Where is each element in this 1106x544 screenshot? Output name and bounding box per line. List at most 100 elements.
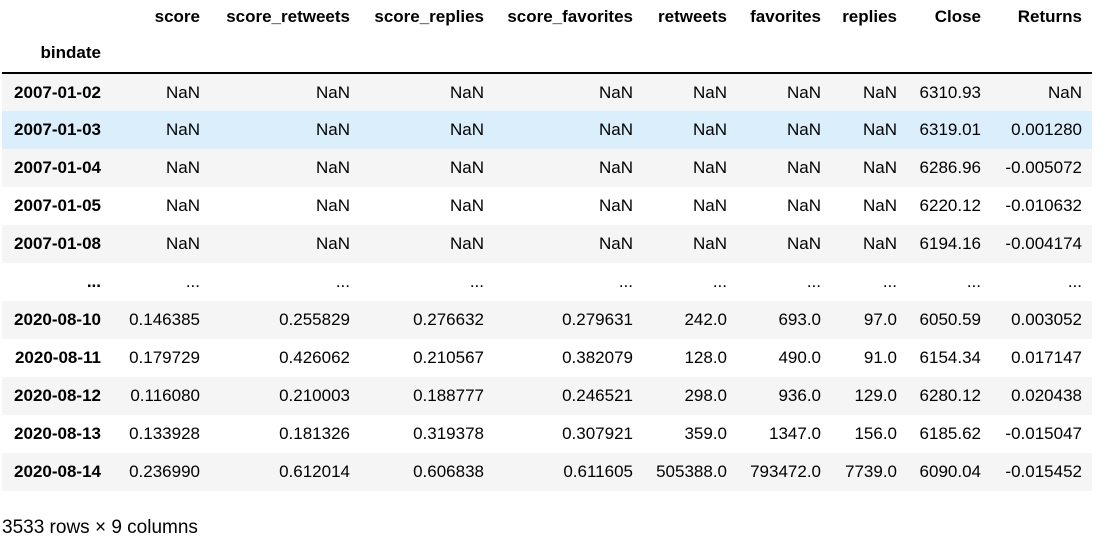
table-cell: 793472.0 xyxy=(750,462,821,481)
column-header: score xyxy=(154,7,200,26)
table-header: score score_retweets score_replies score_fa… xyxy=(2,0,1092,73)
table-cell: NaN xyxy=(315,196,350,215)
table-cell: ... xyxy=(882,272,897,291)
table-row: 2007-01-02 NaN NaN NaN NaN NaN NaN NaN 6310.93 Na… xyxy=(2,73,1092,111)
table-cell: NaN xyxy=(692,158,727,177)
table-cell: NaN xyxy=(449,120,484,139)
table-cell: 0.001280 xyxy=(1011,120,1082,139)
column-header: Close xyxy=(934,7,981,26)
table-cell: 6310.93 xyxy=(919,82,981,102)
table-cell: 505388.0 xyxy=(656,462,727,481)
table-cell: 0.606838 xyxy=(413,462,484,481)
row-index-label: 2020-08-13 xyxy=(14,424,101,443)
table-cell: NaN xyxy=(786,234,821,253)
table-cell: 0.276632 xyxy=(413,310,484,329)
table-cell: 0.426062 xyxy=(279,348,350,367)
table-cell: 6194.16 xyxy=(919,234,981,253)
table-cell: NaN xyxy=(165,158,200,177)
table-cell: 0.279631 xyxy=(562,310,633,329)
table-row: 2007-01-08 NaN NaN NaN NaN NaN NaN NaN 6194.16 -0… xyxy=(2,225,1092,263)
table-cell: 0.255829 xyxy=(279,310,350,329)
row-index-label: ... xyxy=(86,272,101,291)
table-row: 2020-08-10 0.146385 0.255829 0.276632 0.2796… xyxy=(2,301,1092,339)
table-cell: 97.0 xyxy=(863,310,897,329)
table-row: 2007-01-03 NaN NaN NaN NaN NaN NaN NaN 6319.01 0.… xyxy=(2,111,1092,149)
table-cell: ... xyxy=(966,272,981,291)
row-index-label: 2007-01-08 xyxy=(14,234,101,253)
table-cell: 6286.96 xyxy=(919,158,981,177)
table-cell: NaN xyxy=(692,234,727,253)
dataframe-shape-footer: 3533 rows × 9 columns xyxy=(2,517,198,538)
table-cell: ... xyxy=(185,272,200,291)
table-cell: 242.0 xyxy=(684,310,727,329)
table-cell: -0.015047 xyxy=(1005,424,1082,443)
column-header: Returns xyxy=(1017,7,1082,26)
row-index-label: 2020-08-12 xyxy=(14,386,101,405)
table-cell: 0.133928 xyxy=(129,424,200,443)
table-cell: NaN xyxy=(449,234,484,253)
dataframe-table: score score_retweets score_replies score_fa… xyxy=(2,0,1092,491)
table-cell: 7739.0 xyxy=(845,462,897,481)
table-cell: 156.0 xyxy=(854,424,897,443)
table-cell: NaN xyxy=(449,158,484,177)
table-cell: NaN xyxy=(165,234,200,253)
table-row: 2020-08-13 0.133928 0.181326 0.319378 0.3079… xyxy=(2,415,1092,453)
table-row: .............................. xyxy=(2,263,1092,301)
table-cell: 0.020438 xyxy=(1011,386,1082,405)
table-cell: 0.246521 xyxy=(562,386,633,405)
table-cell: 6090.04 xyxy=(919,462,981,481)
table-row: 2007-01-05 NaN NaN NaN NaN NaN NaN NaN 6220.12 -0… xyxy=(2,187,1092,225)
column-header: score_favorites xyxy=(507,7,633,26)
table-cell: NaN xyxy=(315,158,350,177)
table-cell: 129.0 xyxy=(854,386,897,405)
table-cell: NaN xyxy=(598,158,633,177)
row-index-label: 2007-01-05 xyxy=(14,196,101,215)
table-cell: -0.004174 xyxy=(1005,234,1082,253)
table-cell: 0.181326 xyxy=(279,424,350,443)
table-cell: NaN xyxy=(786,196,821,215)
table-cell: NaN xyxy=(862,234,897,253)
table-cell: 6154.34 xyxy=(919,348,981,367)
table-cell: NaN xyxy=(786,158,821,177)
table-cell: 0.003052 xyxy=(1011,310,1082,329)
table-cell: NaN xyxy=(862,120,897,139)
table-cell: 0.612014 xyxy=(279,462,350,481)
table-cell: NaN xyxy=(165,196,200,215)
table-cell: NaN xyxy=(449,82,484,102)
table-cell: NaN xyxy=(598,82,633,102)
table-cell: NaN xyxy=(315,234,350,253)
table-cell: NaN xyxy=(598,196,633,215)
row-index-label: 2020-08-11 xyxy=(14,348,101,367)
table-cell: 6220.12 xyxy=(919,196,981,215)
table-cell: 0.210567 xyxy=(413,348,484,367)
table-cell: 0.146385 xyxy=(129,310,200,329)
table-cell: ... xyxy=(469,272,484,291)
table-body: 2007-01-02 NaN NaN NaN NaN NaN NaN NaN 6310.93 Na… xyxy=(2,73,1092,491)
table-cell: 0.382079 xyxy=(562,348,633,367)
table-cell: 91.0 xyxy=(863,348,897,367)
table-cell: 0.179729 xyxy=(129,348,200,367)
table-cell: 693.0 xyxy=(778,310,821,329)
table-cell: NaN xyxy=(598,234,633,253)
table-cell: NaN xyxy=(1047,82,1082,102)
table-cell: NaN xyxy=(449,196,484,215)
table-cell: NaN xyxy=(692,120,727,139)
table-cell: 0.210003 xyxy=(279,386,350,405)
table-cell: 298.0 xyxy=(684,386,727,405)
table-cell: NaN xyxy=(692,82,727,102)
table-cell: 0.188777 xyxy=(413,386,484,405)
column-header: favorites xyxy=(750,7,821,26)
table-cell: NaN xyxy=(862,82,897,102)
table-cell: ... xyxy=(1067,272,1082,291)
table-cell: 936.0 xyxy=(778,386,821,405)
table-cell: NaN xyxy=(315,120,350,139)
table-cell: NaN xyxy=(165,120,200,139)
table-cell: 1347.0 xyxy=(769,424,821,443)
table-row: 2007-01-04 NaN NaN NaN NaN NaN NaN NaN 6286.96 -0… xyxy=(2,149,1092,187)
table-row: 2020-08-14 0.236990 0.612014 0.606838 0.6116… xyxy=(2,453,1092,491)
table-cell: 0.017147 xyxy=(1011,348,1082,367)
column-header-row: score score_retweets score_replies score_fa… xyxy=(2,0,1092,34)
table-cell: 6319.01 xyxy=(919,120,981,139)
table-cell: NaN xyxy=(862,196,897,215)
